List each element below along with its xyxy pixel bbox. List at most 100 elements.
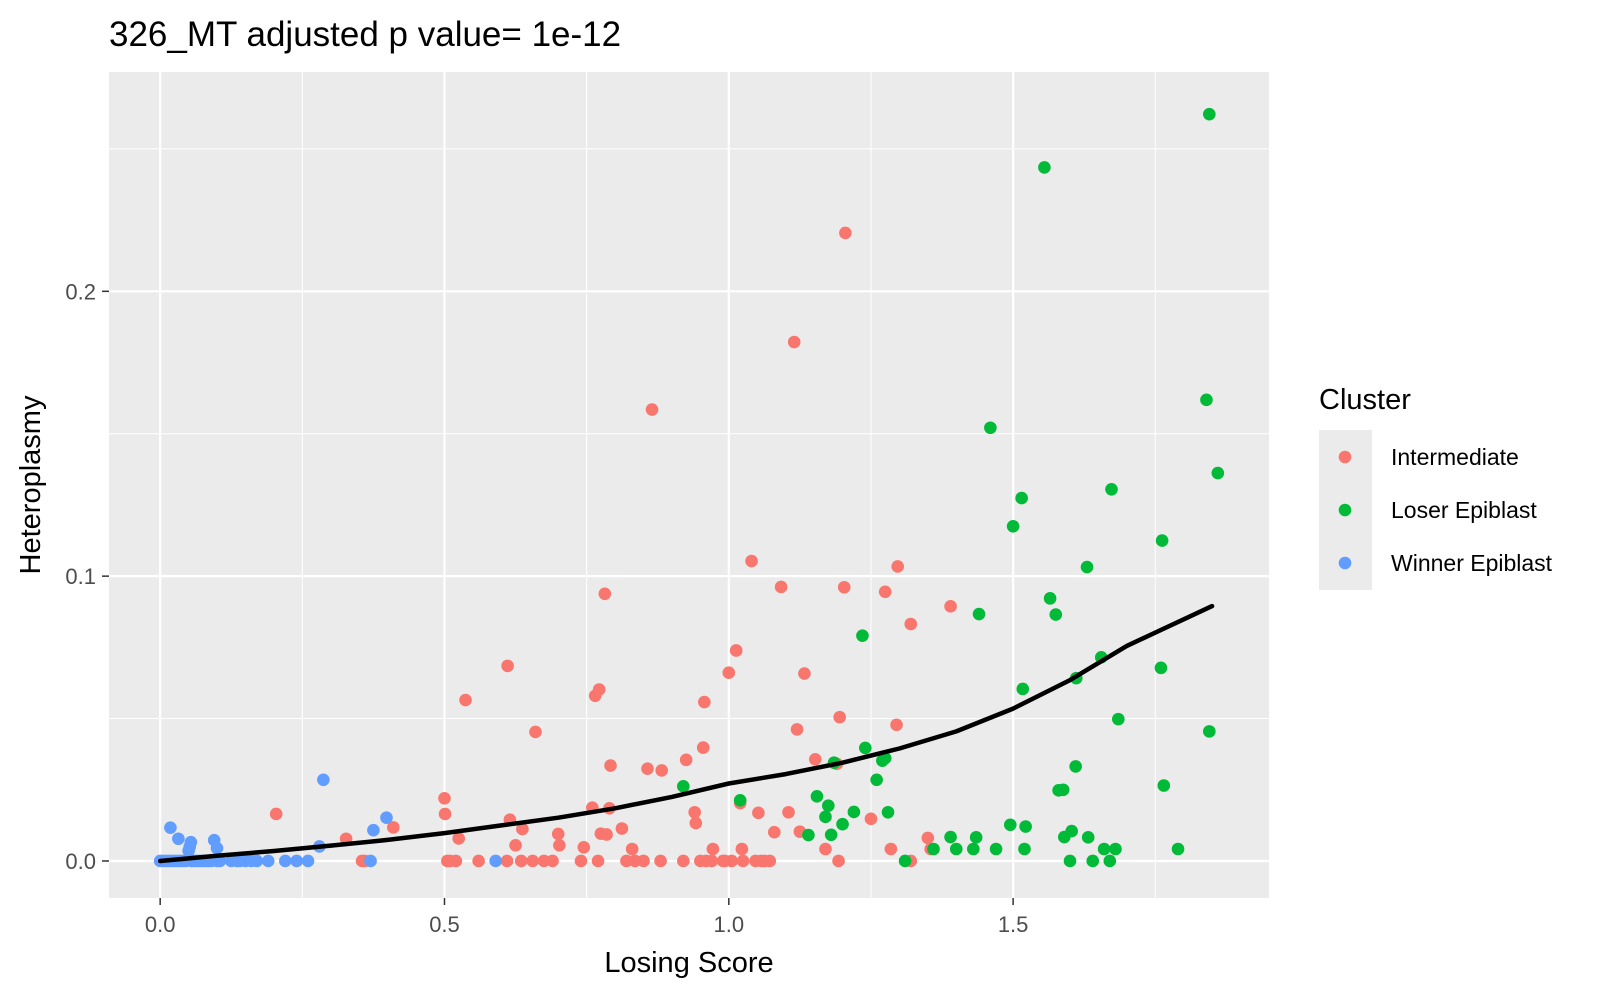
- x-tick-label: 0.5: [429, 912, 460, 937]
- data-point: [1202, 107, 1216, 121]
- x-tick-label: 1.0: [714, 912, 745, 937]
- data-point: [735, 842, 749, 856]
- data-point: [729, 644, 743, 657]
- data-point: [516, 822, 529, 836]
- legend-label: Intermediate: [1391, 444, 1519, 470]
- data-point: [837, 580, 851, 594]
- data-point: [625, 842, 639, 856]
- data-point: [898, 854, 912, 868]
- data-point: [858, 741, 872, 755]
- data-point: [514, 854, 528, 868]
- legend-label: Loser Epiblast: [1391, 497, 1537, 523]
- data-point: [878, 585, 892, 599]
- data-point: [722, 666, 736, 680]
- data-point: [881, 805, 895, 819]
- data-point: [787, 335, 801, 349]
- data-point: [574, 854, 588, 868]
- x-tick-label: 0.0: [145, 912, 176, 937]
- data-point: [763, 854, 777, 868]
- data-point: [890, 718, 903, 732]
- data-point: [824, 828, 838, 842]
- data-point: [438, 807, 452, 821]
- data-point: [637, 854, 650, 868]
- data-point: [553, 839, 566, 852]
- data-point: [1109, 842, 1122, 856]
- data-point: [1065, 824, 1078, 838]
- legend-key: [1338, 556, 1352, 570]
- data-point: [832, 854, 845, 868]
- data-point: [1155, 534, 1169, 547]
- data-point: [856, 629, 869, 642]
- data-point: [984, 421, 997, 435]
- data-point: [1019, 820, 1032, 833]
- data-point: [1105, 482, 1118, 496]
- data-point: [944, 600, 957, 613]
- data-point: [1018, 842, 1031, 856]
- data-point: [705, 854, 719, 868]
- data-point: [864, 812, 878, 826]
- data-point: [790, 723, 804, 736]
- data-point: [1049, 608, 1063, 621]
- data-point: [1063, 854, 1077, 868]
- data-point: [509, 839, 522, 852]
- data-point: [1056, 783, 1070, 797]
- data-point: [836, 817, 849, 831]
- data-point: [1171, 842, 1185, 856]
- y-axis-title: Heteroplasmy: [15, 395, 47, 574]
- data-point: [688, 805, 701, 819]
- data-point: [500, 854, 514, 868]
- data-point: [1069, 760, 1082, 773]
- smooth-trend: [157, 603, 1215, 864]
- chart-title: 326_MT adjusted p value= 1e-12: [109, 15, 621, 54]
- data-point: [1043, 592, 1057, 605]
- data-point: [1202, 725, 1216, 738]
- y-tick-label: 0.0: [65, 849, 96, 874]
- data-point: [1038, 161, 1051, 174]
- series-intermediate: [269, 226, 957, 868]
- data-point: [600, 828, 613, 841]
- data-point: [733, 794, 747, 807]
- data-point: [269, 807, 283, 821]
- y-axis-ticks: 0.0 0.1 0.2: [65, 279, 109, 874]
- data-point: [645, 403, 659, 416]
- data-point: [677, 854, 690, 868]
- data-point: [604, 759, 617, 772]
- data-point: [301, 854, 315, 868]
- series-loser-epiblast: [677, 107, 1225, 868]
- data-point: [972, 607, 986, 621]
- legend-key: [1338, 503, 1352, 517]
- data-point: [819, 810, 832, 824]
- data-point: [546, 854, 559, 868]
- data-point: [364, 854, 377, 868]
- data-point: [891, 560, 904, 573]
- data-point: [449, 854, 463, 868]
- x-tick-label: 1.5: [998, 912, 1029, 937]
- data-point: [1200, 393, 1213, 407]
- x-axis-title: Losing Score: [604, 947, 773, 979]
- data-point: [592, 683, 606, 696]
- data-point: [677, 780, 690, 793]
- data-point: [808, 752, 822, 766]
- data-point: [949, 842, 963, 856]
- data-point: [380, 811, 393, 824]
- data-point: [782, 805, 795, 819]
- data-point: [921, 831, 935, 845]
- data-point: [577, 841, 591, 854]
- data-point: [774, 580, 788, 594]
- data-point: [706, 842, 720, 856]
- data-point: [290, 854, 303, 868]
- data-point: [1015, 491, 1028, 505]
- legend-title: Cluster: [1319, 384, 1411, 416]
- data-point: [1006, 520, 1020, 533]
- data-point: [551, 827, 565, 841]
- data-point: [489, 854, 502, 868]
- data-point: [1112, 712, 1125, 726]
- y-tick-label: 0.2: [65, 279, 96, 304]
- data-point: [944, 830, 957, 844]
- data-point: [870, 773, 883, 787]
- data-point: [847, 805, 861, 819]
- data-point: [452, 832, 466, 845]
- data-point: [1103, 854, 1117, 868]
- data-point: [655, 764, 669, 777]
